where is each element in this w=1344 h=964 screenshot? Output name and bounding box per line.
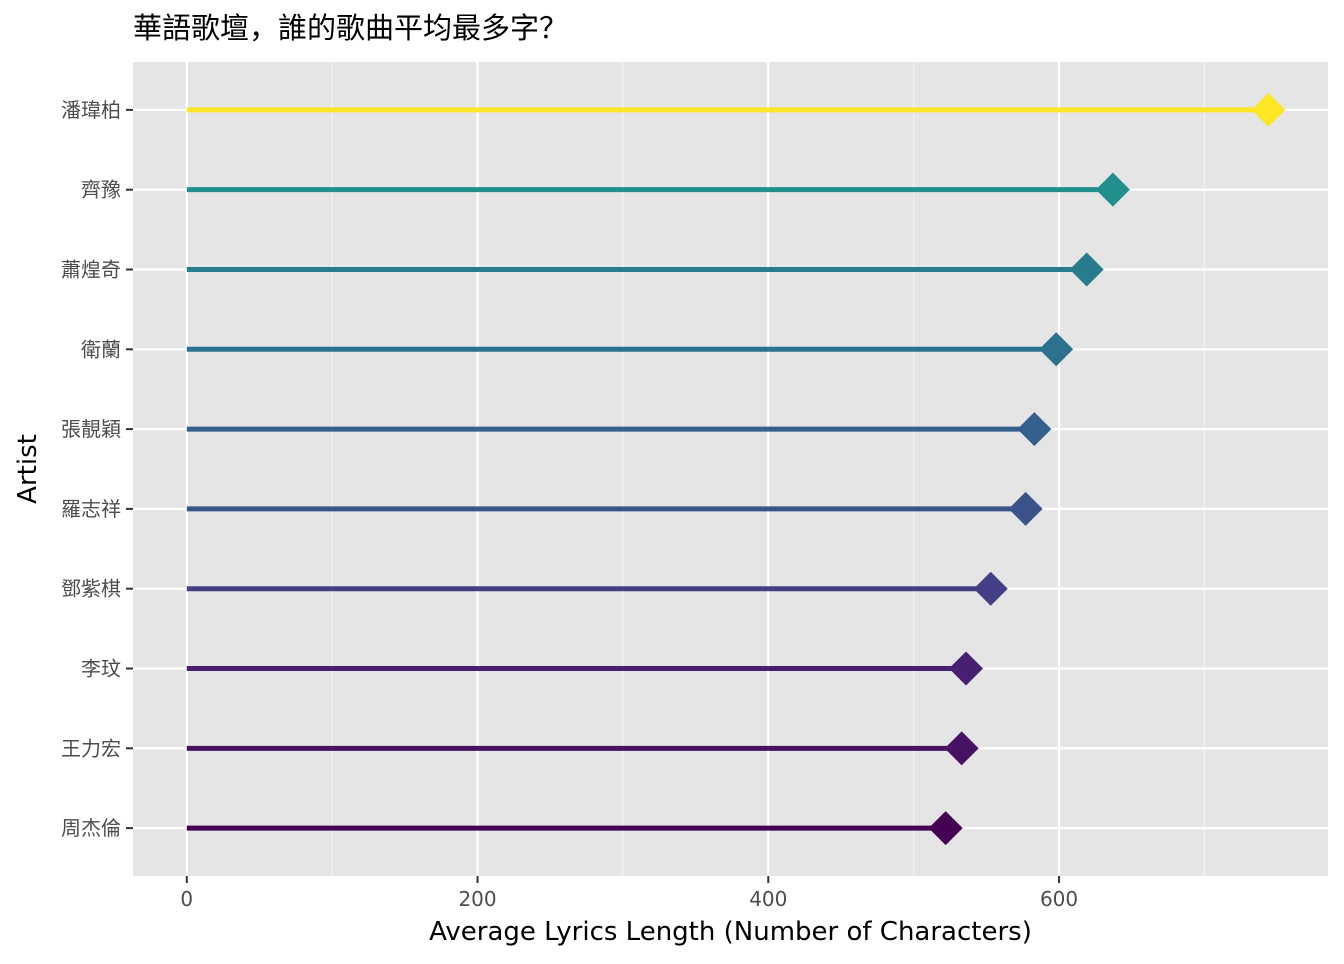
x-tick-label: 0 <box>180 887 193 911</box>
y-tick-label: 李玟 <box>81 657 121 681</box>
x-axis-title: Average Lyrics Length (Number of Charact… <box>429 917 1032 947</box>
lollipop-diamond-point <box>973 571 1008 606</box>
lollipop-diamond-point <box>1069 252 1104 287</box>
y-tick-label: 齊豫 <box>81 178 121 202</box>
lollipop-diamond-point <box>949 651 984 686</box>
y-tick-label: 鄧紫棋 <box>61 577 121 601</box>
y-tick-label: 衛蘭 <box>81 337 121 361</box>
y-tick-label: 潘瑋柏 <box>61 98 121 122</box>
lollipop-diamond-point <box>1017 412 1052 447</box>
lollipop-marks <box>186 92 1286 846</box>
lollipop-diamond-point <box>1095 172 1130 207</box>
y-tick-label: 張靚穎 <box>61 417 121 441</box>
x-tick-label: 400 <box>749 887 787 911</box>
lollipop-diamond-point <box>1008 491 1043 526</box>
chart-title: 華語歌壇，誰的歌曲平均最多字？ <box>133 11 568 45</box>
plot-panel <box>133 62 1328 876</box>
axes: 0 200 400 600 周杰倫 王力宏 李玟 鄧紫棋 羅志祥 張靚穎 衛蘭 蕭煌奇 齊豫 潘瑋柏 <box>61 98 1078 911</box>
y-tick-label: 王力宏 <box>61 736 121 760</box>
x-tick-label: 200 <box>458 887 496 911</box>
y-tick-label: 羅志祥 <box>61 497 121 521</box>
y-tick-label: 蕭煌奇 <box>61 257 121 281</box>
lollipop-diamond-point <box>944 731 979 766</box>
lollipop-diamond-point <box>1251 92 1286 127</box>
lollipop-diamond-point <box>928 811 963 846</box>
y-tick-label: 周杰倫 <box>61 816 121 840</box>
y-axis-title: Artist <box>13 434 43 504</box>
lollipop-diamond-point <box>1039 332 1074 367</box>
x-tick-label: 600 <box>1040 887 1078 911</box>
